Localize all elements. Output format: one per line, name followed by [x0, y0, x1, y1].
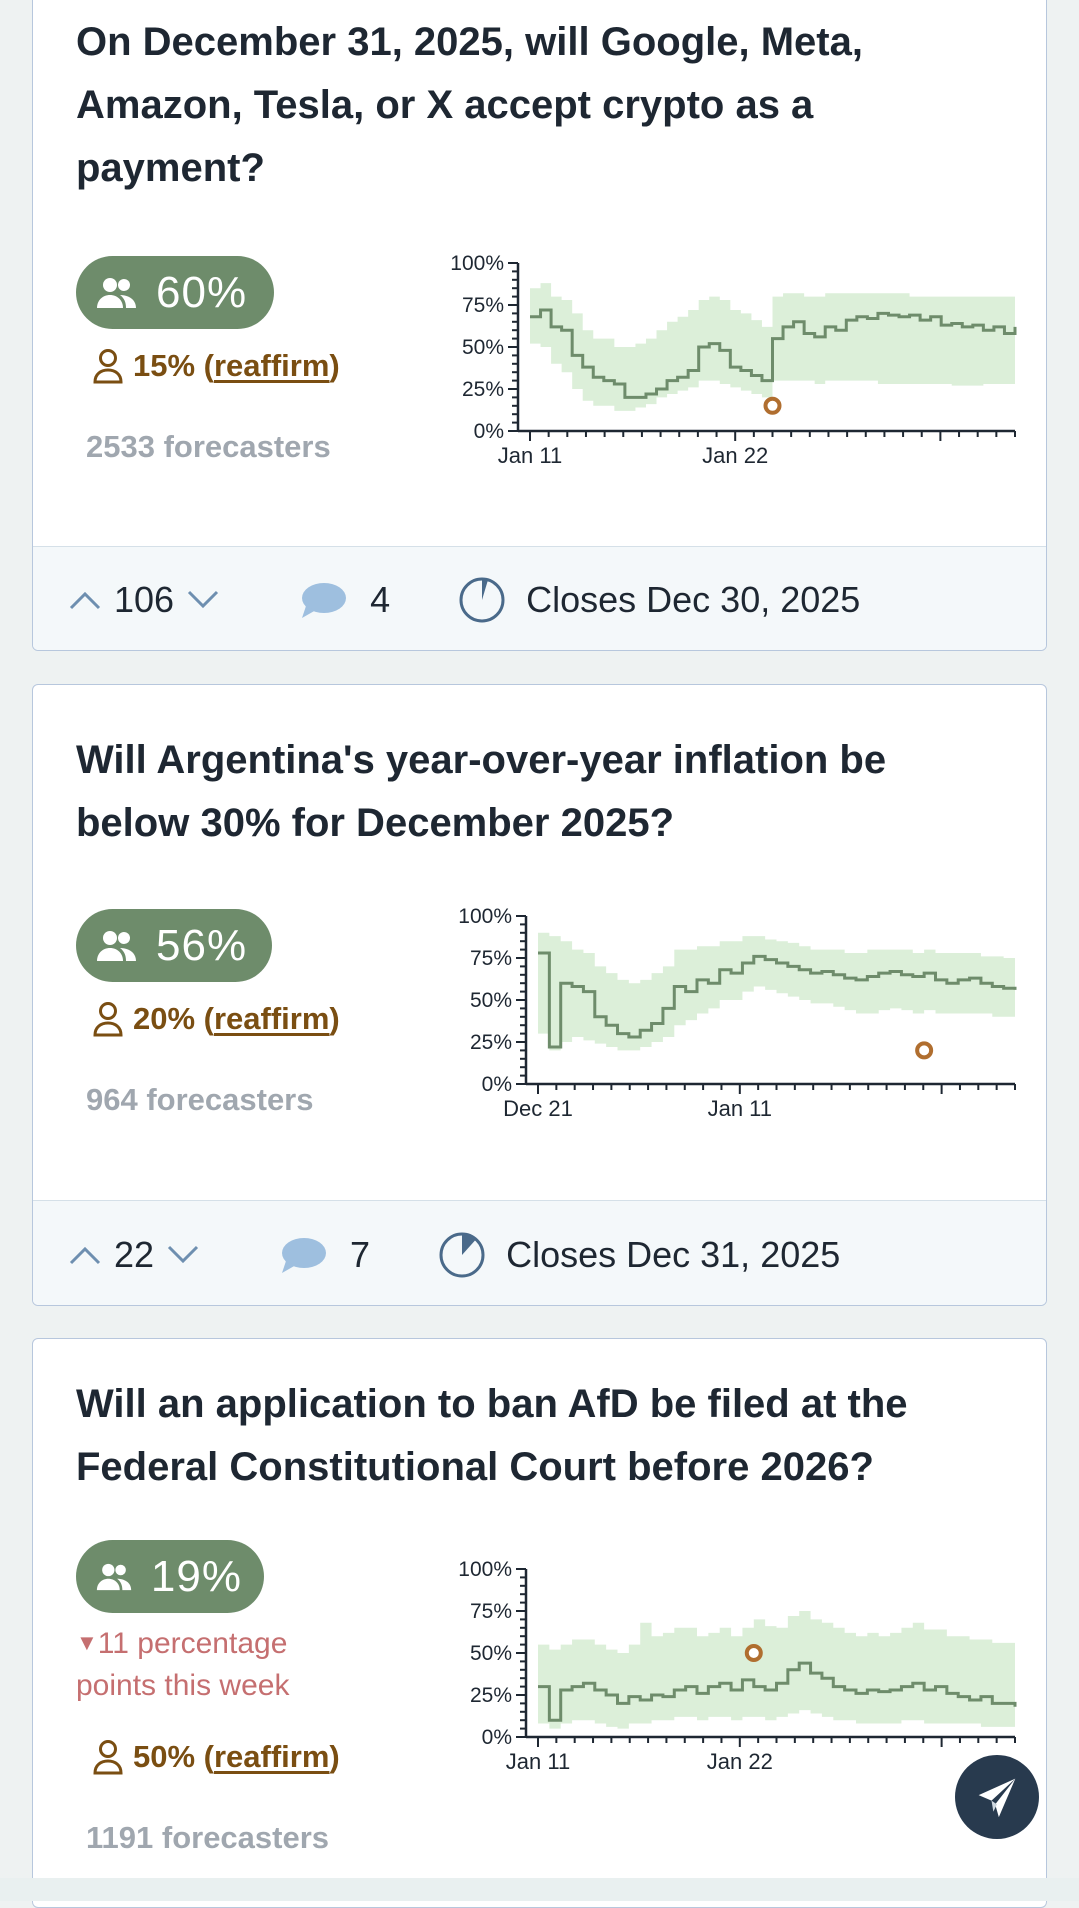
- y-tick-label: 0%: [482, 1073, 512, 1096]
- question-title[interactable]: Will Argentina's year-over-year inflatio…: [76, 738, 887, 845]
- x-tick-label: Jan 11: [708, 1096, 772, 1121]
- community-prediction-badge: 56%: [76, 909, 272, 982]
- my-prediction: 15% (reaffirm): [93, 348, 340, 384]
- reaffirm-link[interactable]: reaffirm: [213, 1001, 330, 1036]
- forecast-line: [538, 1661, 1017, 1722]
- y-tick-label: 0%: [474, 420, 504, 443]
- question-card[interactable]: On December 31, 2025, will Google, Meta,…: [32, 0, 1047, 651]
- comment-count: 4: [370, 579, 391, 620]
- comments-link[interactable]: 7: [278, 1234, 370, 1276]
- community-prediction-value: 19%: [150, 1551, 242, 1601]
- x-tick-label: Dec 21: [503, 1096, 573, 1121]
- question-title[interactable]: Will an application to ban AfD be filed …: [76, 1382, 908, 1489]
- forecaster-count: 2533 forecasters: [86, 429, 331, 464]
- x-tick-label: Jan 11: [506, 1749, 570, 1774]
- community-prediction-badge: 60%: [76, 256, 274, 329]
- confidence-band: [538, 932, 1015, 1051]
- users-icon: [97, 277, 136, 308]
- y-tick-label: 25%: [470, 1031, 512, 1054]
- community-prediction-badge: 19%: [76, 1540, 264, 1613]
- send-icon: [978, 1778, 1016, 1818]
- close-date: Closes Dec 30, 2025: [458, 576, 860, 624]
- timer-icon: [439, 1232, 485, 1277]
- downvote-icon[interactable]: [186, 589, 220, 611]
- weekly-change: ▼11 percentage points this week: [76, 1622, 366, 1707]
- downvote-icon[interactable]: [166, 1244, 200, 1266]
- user-icon: [93, 349, 123, 384]
- y-tick-label: 0%: [482, 1726, 512, 1749]
- question-card[interactable]: Will Argentina's year-over-year inflatio…: [32, 684, 1047, 1306]
- bottom-bar: [0, 1878, 1079, 1901]
- down-triangle-icon: ▼: [76, 1630, 98, 1655]
- comment-icon: [282, 1237, 327, 1273]
- comment-count: 7: [350, 1233, 371, 1275]
- y-tick-label: 100%: [458, 905, 512, 928]
- weekly-change-text: 11 percentage points this week: [76, 1627, 290, 1702]
- y-tick-label: 50%: [470, 1642, 512, 1665]
- vote-count: 106: [114, 579, 175, 620]
- y-tick-label: 75%: [462, 294, 504, 317]
- timer-icon: [459, 577, 505, 623]
- community-prediction-value: 56%: [156, 920, 248, 970]
- my-prediction-value: 20%: [133, 1001, 196, 1036]
- y-tick-label: 25%: [470, 1684, 512, 1707]
- forecast-line: [538, 951, 1017, 1049]
- my-prediction-value: 15%: [133, 348, 196, 383]
- close-date: Closes Dec 31, 2025: [438, 1231, 840, 1279]
- users-icon: [96, 1563, 132, 1590]
- forecast-chart: 100% 75% 50% 25% 0%Dec 21 Jan 11: [458, 905, 1017, 1121]
- x-tick-label: Jan 22: [702, 443, 768, 468]
- y-tick-label: 50%: [462, 336, 504, 359]
- my-prediction-value: 50%: [133, 1739, 196, 1774]
- forecast-line: [530, 308, 1017, 399]
- community-prediction-value: 60%: [156, 267, 248, 317]
- my-prediction: 50% (reaffirm): [93, 1739, 340, 1775]
- y-tick-label: 25%: [462, 378, 504, 401]
- card-footer: 22 7 Closes Dec 31, 2025: [33, 1200, 1046, 1305]
- forecaster-count: 1191 forecasters: [86, 1820, 330, 1855]
- my-forecast-marker: [744, 1644, 763, 1662]
- vote-control: 22: [68, 1234, 200, 1276]
- compose-button[interactable]: [955, 1755, 1039, 1839]
- comments-link[interactable]: 4: [298, 579, 390, 621]
- vote-control: 106: [68, 579, 220, 621]
- close-date-text: Closes Dec 31, 2025: [506, 1233, 841, 1275]
- user-icon: [93, 1740, 123, 1775]
- vote-count: 22: [114, 1233, 155, 1275]
- card-footer: 106 4 Closes Dec 30, 2025: [33, 546, 1046, 650]
- close-date-text: Closes Dec 30, 2025: [526, 579, 861, 620]
- forecast-chart: 100% 75% 50% 25% 0%Jan 11 Jan 22: [450, 252, 1017, 468]
- forecast-chart: 100% 75% 50% 25% 0%Jan 11 Jan 22: [458, 1558, 1017, 1774]
- y-tick-label: 50%: [470, 989, 512, 1012]
- comment-icon: [302, 583, 347, 618]
- y-tick-label: 75%: [470, 947, 512, 970]
- my-forecast-marker: [763, 396, 782, 415]
- upvote-icon[interactable]: [68, 589, 102, 611]
- my-forecast-marker: [915, 1041, 934, 1060]
- question-card[interactable]: Will an application to ban AfD be filed …: [32, 1338, 1047, 1908]
- user-icon: [93, 1002, 123, 1037]
- my-prediction: 20% (reaffirm): [93, 1001, 340, 1037]
- forecaster-count: 964 forecasters: [86, 1082, 314, 1117]
- x-tick-label: Jan 22: [707, 1749, 773, 1774]
- question-title[interactable]: On December 31, 2025, will Google, Meta,…: [76, 20, 863, 190]
- y-tick-label: 100%: [450, 252, 504, 275]
- confidence-band: [538, 1611, 1015, 1729]
- y-tick-label: 75%: [470, 1600, 512, 1623]
- y-tick-label: 100%: [458, 1558, 512, 1581]
- users-icon: [97, 930, 136, 961]
- reaffirm-link[interactable]: reaffirm: [213, 1739, 330, 1774]
- reaffirm-link[interactable]: reaffirm: [213, 348, 330, 383]
- x-tick-label: Jan 11: [498, 443, 562, 468]
- upvote-icon[interactable]: [68, 1244, 102, 1266]
